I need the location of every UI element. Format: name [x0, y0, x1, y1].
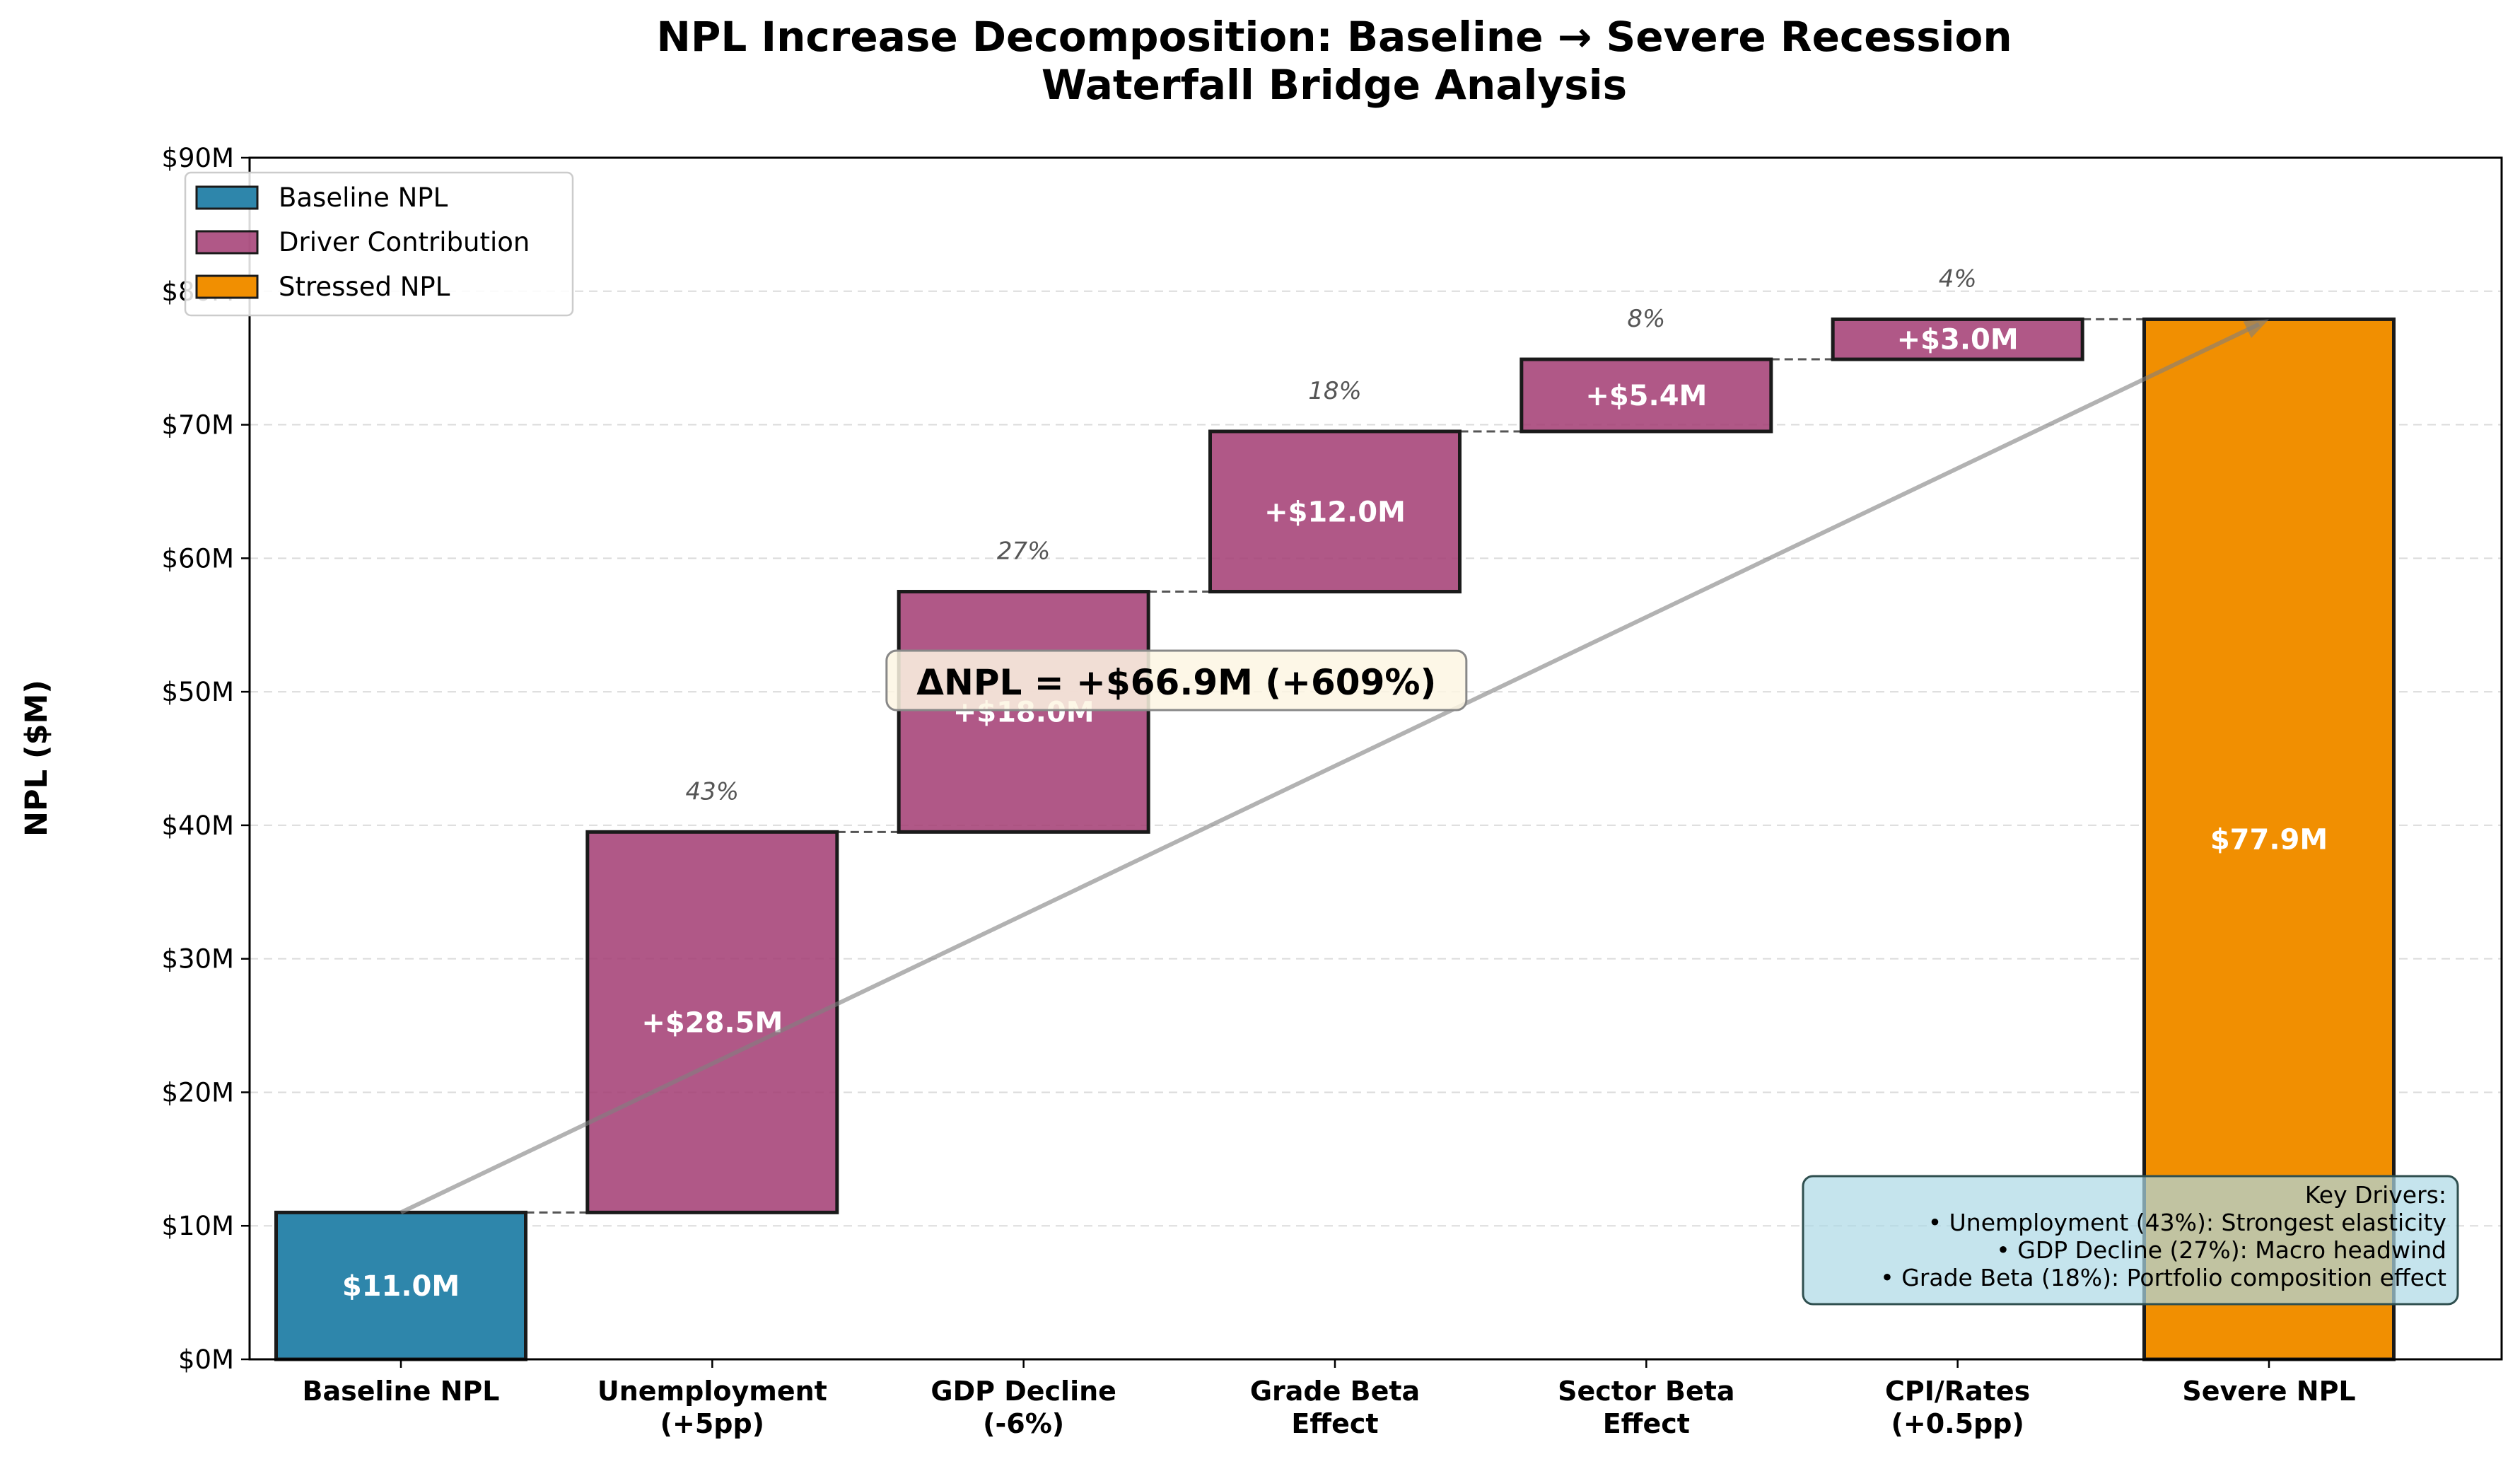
y-tick-label: $40M: [161, 811, 234, 841]
trend-arrow: [399, 319, 2269, 1215]
legend-label: Stressed NPL: [279, 272, 450, 302]
connector-lines: [525, 318, 2145, 1214]
chart-title-line2: Waterfall Bridge Analysis: [1042, 61, 1627, 109]
bar-percent-label: 27%: [997, 538, 1051, 566]
x-tick-label: Unemployment: [597, 1376, 827, 1407]
bar-percent-label: 4%: [1939, 265, 1977, 293]
legend-label: Baseline NPL: [279, 182, 448, 213]
legend-swatch: [195, 185, 259, 210]
key-drivers-box: Key Drivers:• Unemployment (43%): Strong…: [1802, 1175, 2459, 1306]
x-tick-label: Grade Beta: [1250, 1376, 1420, 1407]
bar-percent-label: 43%: [686, 777, 740, 806]
chart-title-line1: NPL Increase Decomposition: Baseline → S…: [656, 13, 2012, 61]
bar-value-label: +$5.4M: [1585, 380, 1707, 412]
x-tick-label: Baseline NPL: [303, 1376, 500, 1407]
bar-value-label: $77.9M: [2210, 824, 2328, 856]
delta-annotation: ΔNPL = +$66.9M (+609%): [885, 649, 1468, 711]
key-drivers-line: Key Drivers:: [2305, 1181, 2446, 1209]
bar-value-label: +$3.0M: [1897, 324, 2019, 356]
legend-label: Driver Contribution: [279, 227, 530, 257]
x-tick-label: (+0.5pp): [1891, 1408, 2024, 1439]
x-tick-label: (-6%): [983, 1408, 1064, 1439]
key-drivers-line: • GDP Decline (27%): Macro headwind: [1996, 1236, 2446, 1264]
legend-frame: [184, 171, 574, 317]
y-tick-label: $0M: [178, 1344, 234, 1375]
x-tick-label: Effect: [1603, 1408, 1690, 1439]
x-axis-ticks: Baseline NPL Unemployment(+5pp) GDP Declin…: [303, 1359, 2356, 1439]
trend-arrow-line: [399, 322, 2261, 1215]
x-tick-label: GDP Decline: [931, 1376, 1116, 1407]
y-axis-label: NPL ($M): [19, 680, 54, 837]
y-tick-label: $90M: [161, 143, 234, 173]
key-drivers-line: • Unemployment (43%): Strongest elastici…: [1928, 1209, 2446, 1236]
y-axis-ticks: $0M$10M$20M$30M$40M$50M$60M$70M$80M$90M: [161, 143, 250, 1375]
bar: [1831, 317, 2084, 361]
plot-frame: [248, 156, 2503, 1361]
bar: [1208, 429, 1462, 594]
y-tick-label: $70M: [161, 410, 234, 441]
y-tick-label: $50M: [161, 677, 234, 707]
x-tick-label: (+5pp): [660, 1408, 764, 1439]
bar: [274, 1210, 527, 1361]
legend: Baseline NPL Driver Contribution Stressed …: [184, 171, 574, 317]
key-drivers-line: • Grade Beta (18%): Portfolio compositio…: [1880, 1264, 2446, 1291]
bar-value-label: +$28.5M: [641, 1006, 783, 1039]
x-tick-label: Effect: [1291, 1408, 1378, 1439]
delta-annotation-text: ΔNPL = +$66.9M (+609%): [916, 662, 1436, 703]
y-tick-label: $20M: [161, 1077, 234, 1108]
y-tick-label: $60M: [161, 543, 234, 574]
bar: [897, 590, 1150, 834]
legend-swatch: [195, 230, 259, 255]
y-tick-label: $30M: [161, 944, 234, 975]
delta-annotation-box: [885, 649, 1468, 711]
bar-percent-label: 8%: [1627, 305, 1665, 333]
bar-value-label: $11.0M: [342, 1270, 460, 1303]
x-tick-label: Severe NPL: [2182, 1376, 2355, 1407]
x-tick-label: CPI/Rates: [1885, 1376, 2030, 1407]
key-drivers-frame: [1802, 1175, 2459, 1306]
x-tick-label: Sector Beta: [1558, 1376, 1734, 1407]
trend-arrow-head: [2243, 319, 2269, 338]
y-tick-label: $10M: [161, 1211, 234, 1241]
bar: [1519, 357, 1773, 434]
bar-value-label: +$12.0M: [1264, 496, 1406, 528]
bar-percent-label: 18%: [1308, 377, 1362, 405]
legend-swatch: [195, 274, 259, 299]
